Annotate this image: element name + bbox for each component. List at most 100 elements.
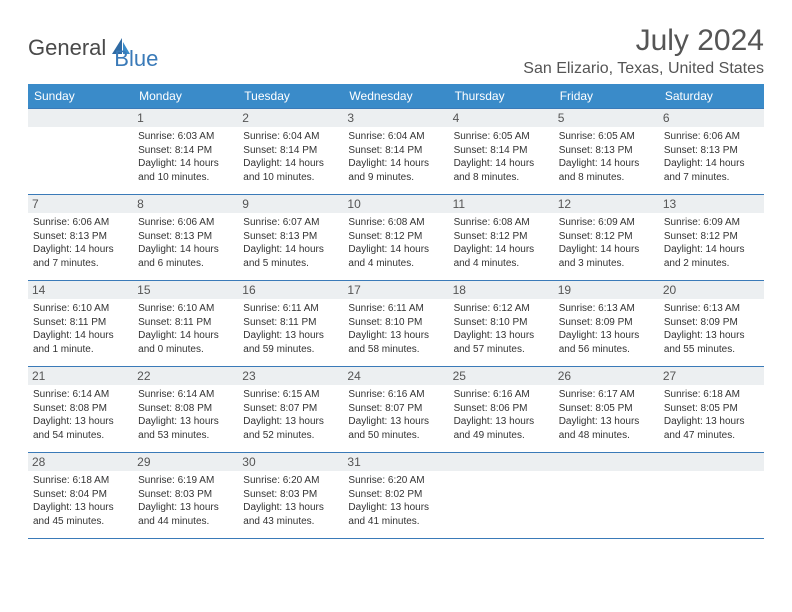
daylight-text: Daylight: 13 hours and 56 minutes.	[559, 329, 654, 356]
day-details: Sunrise: 6:13 AMSunset: 8:09 PMDaylight:…	[559, 302, 654, 356]
sunrise-text: Sunrise: 6:20 AM	[243, 474, 338, 488]
day-cell: 28Sunrise: 6:18 AMSunset: 8:04 PMDayligh…	[28, 453, 133, 539]
empty-day-strip	[659, 453, 764, 471]
sunrise-text: Sunrise: 6:20 AM	[348, 474, 443, 488]
day-details: Sunrise: 6:09 AMSunset: 8:12 PMDaylight:…	[664, 216, 759, 270]
day-cell: 3Sunrise: 6:04 AMSunset: 8:14 PMDaylight…	[343, 109, 448, 195]
day-cell: 25Sunrise: 6:16 AMSunset: 8:06 PMDayligh…	[449, 367, 554, 453]
daylight-text: Daylight: 13 hours and 41 minutes.	[348, 501, 443, 528]
day-header: Thursday	[449, 84, 554, 109]
sunrise-text: Sunrise: 6:11 AM	[243, 302, 338, 316]
daylight-text: Daylight: 14 hours and 2 minutes.	[664, 243, 759, 270]
day-details: Sunrise: 6:11 AMSunset: 8:11 PMDaylight:…	[243, 302, 338, 356]
header: General Blue July 2024 San Elizario, Tex…	[28, 24, 764, 78]
sunrise-text: Sunrise: 6:13 AM	[664, 302, 759, 316]
sunset-text: Sunset: 8:09 PM	[559, 316, 654, 330]
day-number: 10	[343, 195, 448, 213]
sunset-text: Sunset: 8:08 PM	[138, 402, 233, 416]
day-cell: 21Sunrise: 6:14 AMSunset: 8:08 PMDayligh…	[28, 367, 133, 453]
day-cell: 4 Sunrise: 6:05 AMSunset: 8:14 PMDaylight…	[449, 109, 554, 195]
week-row: 14Sunrise: 6:10 AMSunset: 8:11 PMDayligh…	[28, 281, 764, 367]
day-number: 18	[449, 281, 554, 299]
day-number: 2	[238, 109, 343, 127]
day-details: Sunrise: 6:18 AMSunset: 8:05 PMDaylight:…	[664, 388, 759, 442]
day-details: Sunrise: 6:06 AMSunset: 8:13 PMDaylight:…	[33, 216, 128, 270]
day-number: 3	[343, 109, 448, 127]
sunset-text: Sunset: 8:13 PM	[559, 144, 654, 158]
day-details: Sunrise: 6:17 AMSunset: 8:05 PMDaylight:…	[559, 388, 654, 442]
day-details: Sunrise: 6:06 AMSunset: 8:13 PMDaylight:…	[138, 216, 233, 270]
day-details: Sunrise: 6:12 AMSunset: 8:10 PMDaylight:…	[454, 302, 549, 356]
day-details: Sunrise: 6:16 AMSunset: 8:06 PMDaylight:…	[454, 388, 549, 442]
day-cell	[28, 109, 133, 195]
day-cell: 31Sunrise: 6:20 AMSunset: 8:02 PMDayligh…	[343, 453, 448, 539]
sunset-text: Sunset: 8:10 PM	[348, 316, 443, 330]
day-cell: 29Sunrise: 6:19 AMSunset: 8:03 PMDayligh…	[133, 453, 238, 539]
sunrise-text: Sunrise: 6:07 AM	[243, 216, 338, 230]
day-cell: 6Sunrise: 6:06 AMSunset: 8:13 PMDaylight…	[659, 109, 764, 195]
logo: General Blue	[28, 24, 158, 72]
daylight-text: Daylight: 13 hours and 49 minutes.	[454, 415, 549, 442]
day-details: Sunrise: 6:04 AMSunset: 8:14 PMDaylight:…	[243, 130, 338, 184]
day-number: 19	[554, 281, 659, 299]
daylight-text: Daylight: 14 hours and 4 minutes.	[348, 243, 443, 270]
day-number: 30	[238, 453, 343, 471]
sunrise-text: Sunrise: 6:08 AM	[454, 216, 549, 230]
day-cell: 11 Sunrise: 6:08 AMSunset: 8:12 PMDayligh…	[449, 195, 554, 281]
sunset-text: Sunset: 8:02 PM	[348, 488, 443, 502]
sunset-text: Sunset: 8:07 PM	[348, 402, 443, 416]
sunset-text: Sunset: 8:12 PM	[348, 230, 443, 244]
daylight-text: Daylight: 13 hours and 57 minutes.	[454, 329, 549, 356]
day-cell: 13Sunrise: 6:09 AMSunset: 8:12 PMDayligh…	[659, 195, 764, 281]
sunrise-text: Sunrise: 6:06 AM	[33, 216, 128, 230]
sunrise-text: Sunrise: 6:15 AM	[243, 388, 338, 402]
day-number: 1	[133, 109, 238, 127]
day-details: Sunrise: 6:08 AMSunset: 8:12 PMDaylight:…	[348, 216, 443, 270]
day-header: Saturday	[659, 84, 764, 109]
day-details: Sunrise: 6:10 AMSunset: 8:11 PMDaylight:…	[138, 302, 233, 356]
sunrise-text: Sunrise: 6:10 AM	[33, 302, 128, 316]
day-number: 6	[659, 109, 764, 127]
day-cell: 19 Sunrise: 6:13 AMSunset: 8:09 PMDayligh…	[554, 281, 659, 367]
sunset-text: Sunset: 8:14 PM	[138, 144, 233, 158]
day-cell: 16Sunrise: 6:11 AMSunset: 8:11 PMDayligh…	[238, 281, 343, 367]
day-number: 28	[28, 453, 133, 471]
day-number: 5	[554, 109, 659, 127]
daylight-text: Daylight: 14 hours and 0 minutes.	[138, 329, 233, 356]
day-cell: 2 Sunrise: 6:04 AMSunset: 8:14 PMDaylight…	[238, 109, 343, 195]
sunrise-text: Sunrise: 6:05 AM	[454, 130, 549, 144]
sunset-text: Sunset: 8:11 PM	[138, 316, 233, 330]
sunset-text: Sunset: 8:03 PM	[243, 488, 338, 502]
daylight-text: Daylight: 13 hours and 54 minutes.	[33, 415, 128, 442]
day-number: 20	[659, 281, 764, 299]
logo-text-general: General	[28, 35, 106, 61]
calendar-table: Sunday Monday Tuesday Wednesday Thursday…	[28, 84, 764, 539]
day-cell: 24Sunrise: 6:16 AMSunset: 8:07 PMDayligh…	[343, 367, 448, 453]
sunset-text: Sunset: 8:12 PM	[664, 230, 759, 244]
sunset-text: Sunset: 8:13 PM	[243, 230, 338, 244]
sunrise-text: Sunrise: 6:09 AM	[664, 216, 759, 230]
sunset-text: Sunset: 8:12 PM	[454, 230, 549, 244]
daylight-text: Daylight: 14 hours and 5 minutes.	[243, 243, 338, 270]
day-number: 4	[449, 109, 554, 127]
empty-day-strip	[554, 453, 659, 471]
daylight-text: Daylight: 14 hours and 4 minutes.	[454, 243, 549, 270]
daylight-text: Daylight: 13 hours and 52 minutes.	[243, 415, 338, 442]
sunrise-text: Sunrise: 6:19 AM	[138, 474, 233, 488]
day-details: Sunrise: 6:08 AMSunset: 8:12 PMDaylight:…	[454, 216, 549, 270]
day-number: 11	[449, 195, 554, 213]
sunrise-text: Sunrise: 6:14 AM	[138, 388, 233, 402]
day-details: Sunrise: 6:14 AMSunset: 8:08 PMDaylight:…	[138, 388, 233, 442]
day-header: Sunday	[28, 84, 133, 109]
day-cell: 27Sunrise: 6:18 AMSunset: 8:05 PMDayligh…	[659, 367, 764, 453]
location-text: San Elizario, Texas, United States	[523, 60, 764, 78]
day-details: Sunrise: 6:14 AMSunset: 8:08 PMDaylight:…	[33, 388, 128, 442]
daylight-text: Daylight: 14 hours and 8 minutes.	[454, 157, 549, 184]
week-row: 28Sunrise: 6:18 AMSunset: 8:04 PMDayligh…	[28, 453, 764, 539]
day-details: Sunrise: 6:05 AMSunset: 8:14 PMDaylight:…	[454, 130, 549, 184]
sunset-text: Sunset: 8:05 PM	[559, 402, 654, 416]
sunset-text: Sunset: 8:08 PM	[33, 402, 128, 416]
day-details: Sunrise: 6:09 AMSunset: 8:12 PMDaylight:…	[559, 216, 654, 270]
day-cell: 18 Sunrise: 6:12 AMSunset: 8:10 PMDayligh…	[449, 281, 554, 367]
day-cell: 10 Sunrise: 6:08 AMSunset: 8:12 PMDayligh…	[343, 195, 448, 281]
